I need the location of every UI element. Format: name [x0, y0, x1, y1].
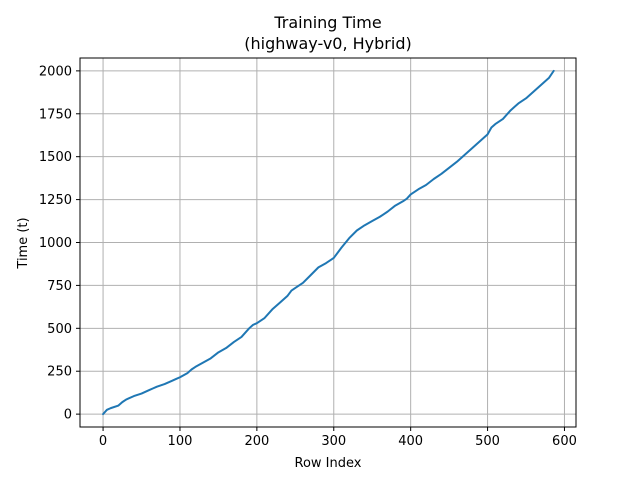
y-axis: 0 250 500 750 1000 1250 1500 1750 2000 [39, 64, 80, 423]
x-axis-label: Row Index [295, 456, 362, 471]
chart-subtitle: (highway-v0, Hybrid) [244, 34, 411, 53]
chart-title: Training Time [273, 13, 381, 32]
y-tick-label: 1500 [39, 150, 72, 165]
y-tick-label: 1750 [39, 107, 72, 122]
y-tick-label: 750 [47, 279, 72, 294]
x-tick-label: 500 [475, 434, 500, 449]
x-tick-label: 100 [168, 434, 193, 449]
x-tick-label: 200 [244, 434, 269, 449]
y-axis-label: Time (t) [16, 217, 31, 269]
y-tick-label: 1000 [39, 236, 72, 251]
series-line [102, 69, 555, 416]
y-tick-label: 2000 [39, 64, 72, 79]
series-layer [102, 69, 555, 416]
grid [80, 58, 576, 427]
y-tick-label: 250 [47, 365, 72, 380]
y-tick-label: 1250 [39, 193, 72, 208]
x-tick-label: 400 [398, 434, 423, 449]
x-tick-label: 300 [321, 434, 346, 449]
x-tick-label: 0 [99, 434, 107, 449]
x-axis: 0 100 200 300 400 500 600 [99, 427, 577, 449]
y-tick-label: 0 [64, 408, 72, 423]
x-tick-label: 600 [552, 434, 577, 449]
y-tick-label: 500 [47, 322, 72, 337]
